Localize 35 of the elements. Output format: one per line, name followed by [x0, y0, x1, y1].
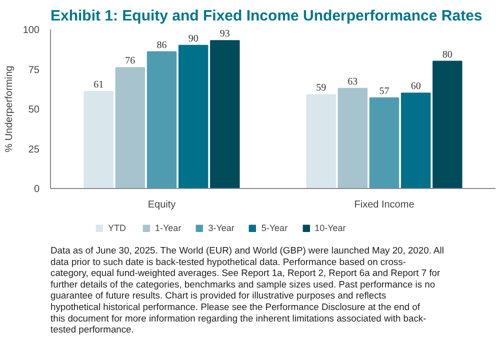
bar	[146, 51, 177, 188]
bar	[432, 60, 462, 188]
y-tick-label: 25	[28, 144, 40, 156]
y-tick-label: 50	[28, 104, 40, 116]
legend-label: 10-Year	[314, 223, 346, 233]
bar	[400, 92, 431, 188]
bar	[369, 97, 400, 188]
data-label: 60	[410, 81, 421, 92]
legend-label: 3-Year	[208, 223, 234, 233]
text: Data as of June 30, 2025. The World (EUR) and World (GBP) were launched May 20, 2020. All data prior to such date is back-tested hypothetical data. Performance based on cross-category, equal fund-weighted averages. See Report 1a, Report 2, Report 6a and Report 7 for further details of the categories, benchmarks and sample sizes used. Past performance is no guarantee of future results. Chart is provided for illustrative purposes and reflects hypothetical historical performance. Please see the Performance Disclosure at the end of this document for more information regarding the inherent limitations associated with back-tested performance.	[50, 244, 444, 335]
legend-label: 1-Year	[155, 223, 182, 233]
bar	[178, 44, 208, 188]
x-tick-label: Fixed Income	[354, 200, 415, 210]
y-tick-label: 0	[34, 184, 40, 195]
bar	[306, 94, 336, 188]
legend-label: YTD	[108, 223, 127, 233]
bar	[338, 88, 368, 188]
y-tick-label: 100	[22, 25, 40, 36]
data-label: 90	[188, 33, 198, 44]
data-label: 80	[442, 49, 452, 60]
data-label: 61	[94, 80, 104, 91]
x-tick-label: Equity	[148, 200, 176, 210]
data-label: 63	[348, 76, 358, 88]
bar	[84, 91, 114, 188]
y-axis-title: % Underperforming	[4, 66, 15, 152]
bar	[210, 40, 240, 188]
data-label: 86	[156, 40, 167, 51]
data-label: 76	[125, 56, 136, 67]
chart-title: Exhibit 1: Equity and Fixed Income Underperformance Rates	[50, 8, 482, 24]
data-label: 59	[316, 82, 326, 94]
legend-label: 5-Year	[261, 223, 288, 233]
y-tick-label: 75	[28, 64, 40, 76]
bar	[115, 67, 146, 188]
data-label: 57	[379, 86, 390, 97]
data-label: 93	[220, 28, 230, 40]
